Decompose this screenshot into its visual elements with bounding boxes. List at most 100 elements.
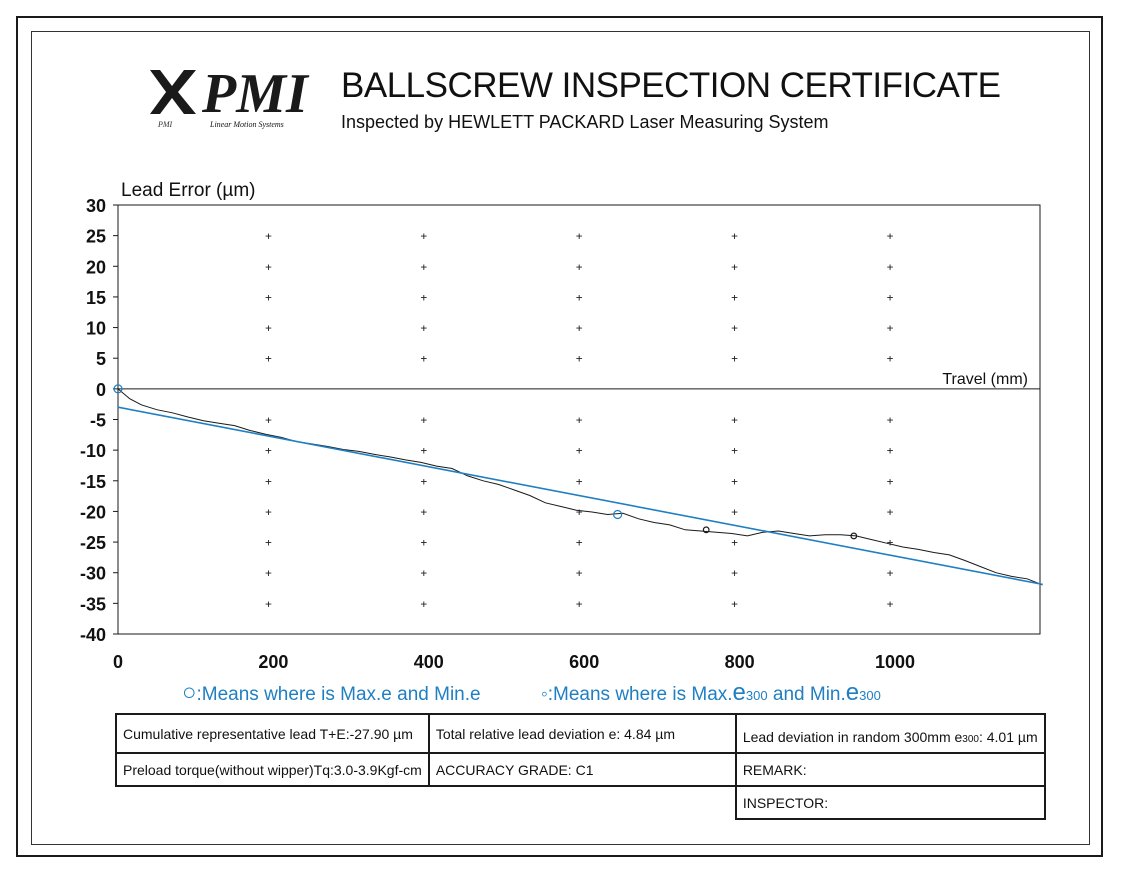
preload-cell: Preload torque(without wipper)Tq:3.0-3.9…: [115, 752, 430, 787]
grid-plus-marker: +: [576, 414, 583, 427]
grid-plus-marker: +: [731, 414, 738, 427]
y-tick-label: 5: [96, 349, 106, 369]
max-min-e300-marker: [702, 526, 710, 534]
random-deviation-value: : 4.01 µm: [978, 728, 1038, 745]
legend-text-e300-a: :Means where is Max.: [547, 684, 733, 705]
y-tick-label: -10: [80, 441, 106, 461]
grid-plus-marker: +: [731, 444, 738, 457]
grid-plus-marker: +: [576, 505, 583, 518]
measured-lead-error-line: [117, 388, 1043, 586]
grid-plus-marker: +: [420, 230, 427, 243]
y-tick-label: 30: [86, 196, 106, 216]
grid-plus-marker: +: [265, 352, 272, 365]
grid-plus-marker: +: [576, 567, 583, 580]
grid-plus-marker: +: [420, 505, 427, 518]
y-tick-label: 20: [86, 257, 106, 277]
grid-plus-marker: +: [265, 322, 272, 335]
y-tick-label: 0: [96, 380, 106, 400]
cumulative-lead-cell: Cumulative representative lead T+E:-27.9…: [115, 713, 430, 754]
y-tick-label: -30: [80, 564, 106, 584]
remark-cell: REMARK:: [734, 752, 1046, 787]
grid-plus-marker: +: [265, 291, 272, 304]
certificate-outer-frame: [16, 16, 1103, 857]
x-tick-label: 200: [258, 652, 288, 672]
grid-plus-marker: +: [420, 444, 427, 457]
y-tick-label: -40: [80, 625, 106, 645]
grid-plus-marker: +: [265, 597, 272, 610]
x-tick-label: 800: [725, 652, 755, 672]
legend-max-min-e300: ◦:Means where is Max.e300 and Min.e300: [541, 679, 881, 707]
certificate-inner-frame: [31, 31, 1090, 845]
grid-plus-marker: +: [731, 505, 738, 518]
grid-plus-marker: +: [731, 291, 738, 304]
logo-small-text: PMI: [157, 120, 173, 129]
grid-plus-marker: +: [887, 475, 894, 488]
grid-plus-marker: +: [420, 352, 427, 365]
grid-plus-marker: +: [576, 260, 583, 273]
legend-e-symbol: e: [732, 679, 746, 706]
legend-max-min-e: ○:Means where is Max.e and Min.e: [182, 679, 481, 707]
grid-plus-marker: +: [731, 230, 738, 243]
table-row: INSPECTOR:: [116, 785, 1046, 820]
grid-plus-marker: +: [731, 567, 738, 580]
grid-plus-marker: +: [887, 352, 894, 365]
grid-plus-marker: +: [887, 536, 894, 549]
logo-tagline: Linear Motion Systems: [209, 120, 284, 129]
max-min-e-marker: [613, 509, 623, 520]
x-tick-label: 600: [569, 652, 599, 672]
grid-plus-marker: +: [731, 597, 738, 610]
grid-plus-marker: +: [420, 322, 427, 335]
legend-e-subscript-2: 300: [859, 688, 881, 703]
grid-plus-marker: +: [731, 352, 738, 365]
grid-plus-marker: +: [887, 567, 894, 580]
total-deviation-cell: Total relative lead deviation e: 4.84 µm: [427, 713, 737, 754]
random-deviation-cell: Lead deviation in random 300mm e300: 4.0…: [734, 713, 1046, 754]
grid-plus-marker: +: [265, 230, 272, 243]
grid-plus-marker: +: [265, 444, 272, 457]
empty-cell: [116, 786, 429, 819]
y-tick-label: 10: [86, 319, 106, 339]
random-deviation-subscript: 300: [962, 733, 979, 745]
y-tick-label: -35: [80, 594, 106, 614]
grid-plus-marker: +: [576, 444, 583, 457]
grid-plus-marker: +: [420, 475, 427, 488]
grid-plus-marker: +: [887, 414, 894, 427]
x-tick-label: 0: [113, 652, 123, 672]
pmi-cross-icon: [142, 70, 196, 114]
grid-plus-marker: +: [887, 597, 894, 610]
max-min-e-marker: [113, 384, 123, 394]
grid-plus-marker: +: [265, 260, 272, 273]
logo-wordmark: PMI: [201, 63, 310, 125]
grid-plus-marker: +: [576, 352, 583, 365]
table-row: Cumulative representative lead T+E:-27.9…: [115, 713, 1046, 754]
certificate-subtitle: Inspected by HEWLETT PACKARD Laser Measu…: [341, 112, 829, 132]
max-min-e300-marker: [850, 532, 858, 540]
grid-plus-marker: +: [576, 322, 583, 335]
large-circle-icon: ○: [182, 679, 197, 706]
small-circle-icon: ◦: [541, 684, 548, 705]
grid-plus-marker: +: [576, 475, 583, 488]
y-tick-label: -20: [80, 502, 106, 522]
y-tick-label: -5: [90, 411, 106, 431]
grid-plus-marker: +: [576, 291, 583, 304]
grid-plus-marker: +: [887, 230, 894, 243]
grid-plus-marker: +: [265, 414, 272, 427]
grid-plus-marker: +: [576, 597, 583, 610]
grid-plus-marker: +: [887, 505, 894, 518]
grid-plus-marker: +: [420, 260, 427, 273]
grid-plus-marker: +: [576, 536, 583, 549]
empty-cell: [429, 786, 736, 819]
grid-plus-marker: +: [731, 260, 738, 273]
y-tick-label: -25: [80, 533, 106, 553]
random-deviation-label: Lead deviation in random 300mm e: [742, 728, 963, 745]
inspection-info-table: Cumulative representative lead T+E:-27.9…: [115, 713, 1046, 820]
grid-plus-marker: +: [420, 567, 427, 580]
grid-plus-marker: +: [887, 444, 894, 457]
grid-plus-marker: +: [731, 536, 738, 549]
y-axis-title: Lead Error (µm): [121, 180, 255, 201]
grid-plus-marker: +: [731, 322, 738, 335]
grid-plus-marker: +: [265, 567, 272, 580]
grid-plus-marker: +: [887, 260, 894, 273]
representative-lead-line: [117, 406, 1043, 586]
inspector-cell: INSPECTOR:: [734, 785, 1046, 820]
